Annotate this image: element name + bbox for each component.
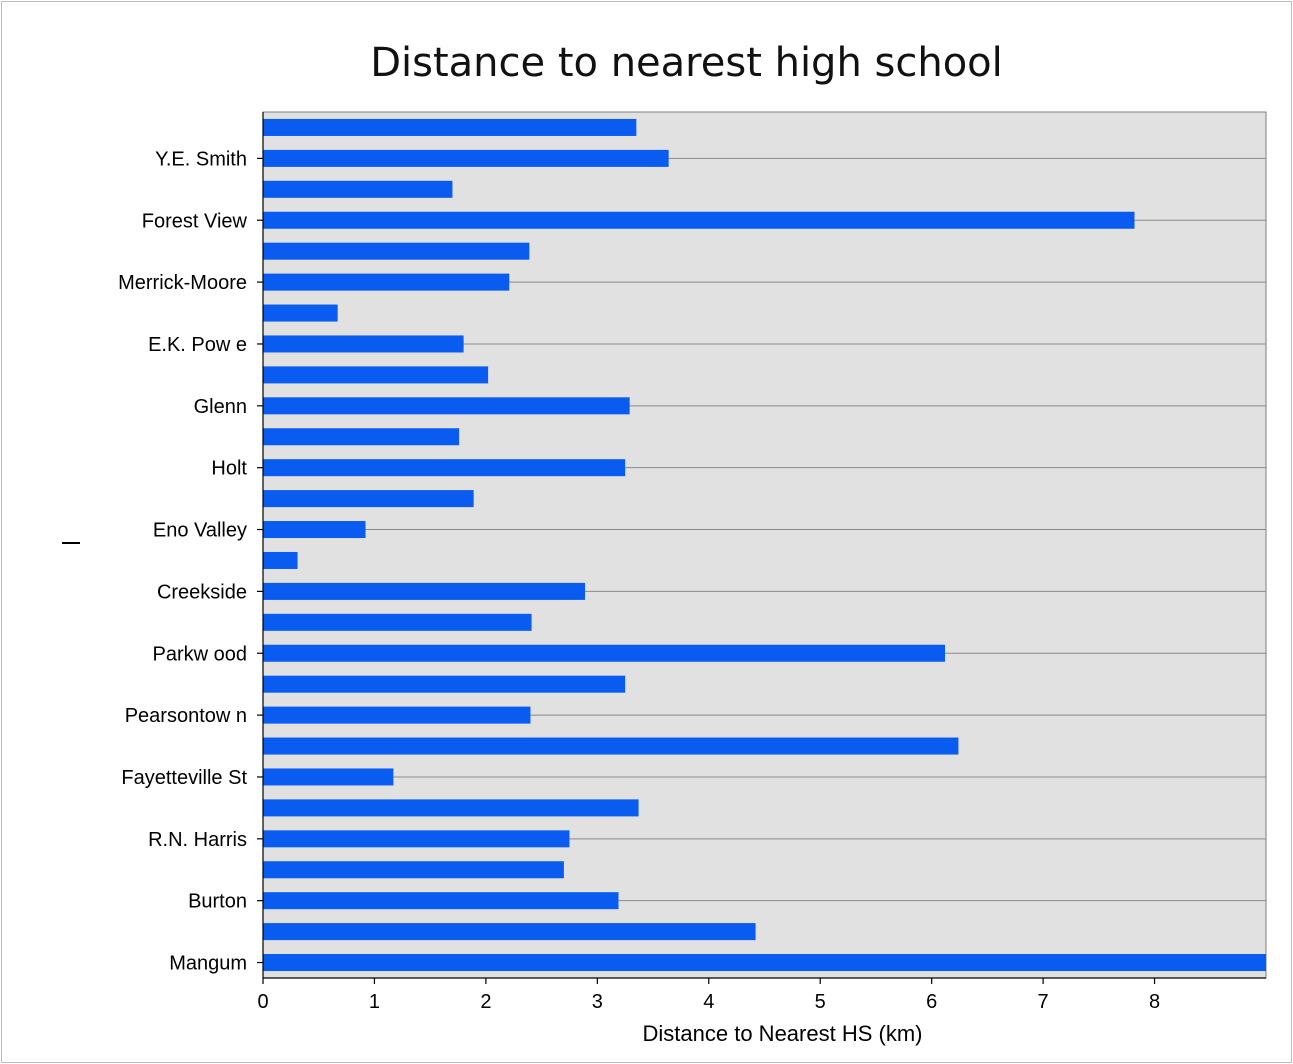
- bar: [263, 861, 564, 879]
- bar: [263, 428, 460, 446]
- x-tick-label: 0: [257, 991, 268, 1013]
- y-tick-label: Merrick-Moore: [118, 272, 247, 294]
- y-axis: Y.E. Smith Forest View Merrick-Moore E.K. P…: [118, 112, 264, 978]
- bar: [263, 737, 959, 755]
- bar: [263, 149, 669, 167]
- y-tick-label: R.N. Harris: [148, 829, 247, 851]
- bar: [263, 892, 619, 910]
- y-tick-label: E.K. Pow e: [148, 334, 247, 356]
- bar: [263, 335, 464, 353]
- bar: [263, 521, 366, 539]
- x-tick-label: 5: [815, 991, 826, 1013]
- x-axis: 0 1 2 3 4 5 6 7 8: [257, 977, 1266, 1013]
- bar: [263, 366, 489, 384]
- bar: [263, 211, 1135, 229]
- bar: [263, 613, 532, 631]
- bar: [263, 304, 338, 322]
- y-tick-label: Parkw ood: [153, 643, 248, 665]
- bar: [263, 551, 298, 569]
- bar: [263, 706, 531, 724]
- y-tick-label: Y.E. Smith: [155, 148, 247, 170]
- x-tick-label: 1: [369, 991, 380, 1013]
- bar: [263, 830, 570, 848]
- y-tick-label: Creekside: [157, 581, 247, 603]
- x-tick-label: 2: [480, 991, 491, 1013]
- x-tick-label: 6: [926, 991, 937, 1013]
- y-tick-label: Glenn: [194, 396, 247, 418]
- x-tick-label: 3: [592, 991, 603, 1013]
- stray-dash-mark: [62, 542, 80, 544]
- bars: [263, 118, 1266, 972]
- x-tick-label: 8: [1149, 991, 1160, 1013]
- x-tick-label: 7: [1038, 991, 1049, 1013]
- bar: [263, 582, 586, 600]
- x-axis-label: Distance to Nearest HS (km): [643, 1021, 923, 1046]
- bar: [263, 242, 530, 260]
- bar: [263, 923, 756, 941]
- bar: [263, 768, 394, 786]
- bar: [263, 954, 1266, 972]
- bar: [263, 180, 453, 198]
- y-tick-label: Eno Valley: [153, 520, 247, 542]
- y-tick-label: Burton: [188, 891, 247, 913]
- y-tick-label: Forest View: [142, 210, 248, 232]
- y-tick-label: Fayetteville St: [121, 767, 247, 789]
- bar: [263, 644, 946, 662]
- bar: [263, 799, 639, 817]
- bar: [263, 675, 626, 693]
- y-tick-label: Pearsontow n: [125, 705, 247, 727]
- y-tick-label: Mangum: [169, 953, 247, 975]
- bar: [263, 118, 637, 136]
- chart-title: Distance to nearest high school: [370, 40, 1003, 86]
- y-tick-label: Holt: [211, 458, 247, 480]
- bar: [263, 490, 474, 508]
- x-tick-label: 4: [703, 991, 714, 1013]
- bar: [263, 397, 630, 415]
- bar: [263, 273, 510, 291]
- bar: [263, 459, 626, 477]
- plot-area: [262, 111, 1267, 979]
